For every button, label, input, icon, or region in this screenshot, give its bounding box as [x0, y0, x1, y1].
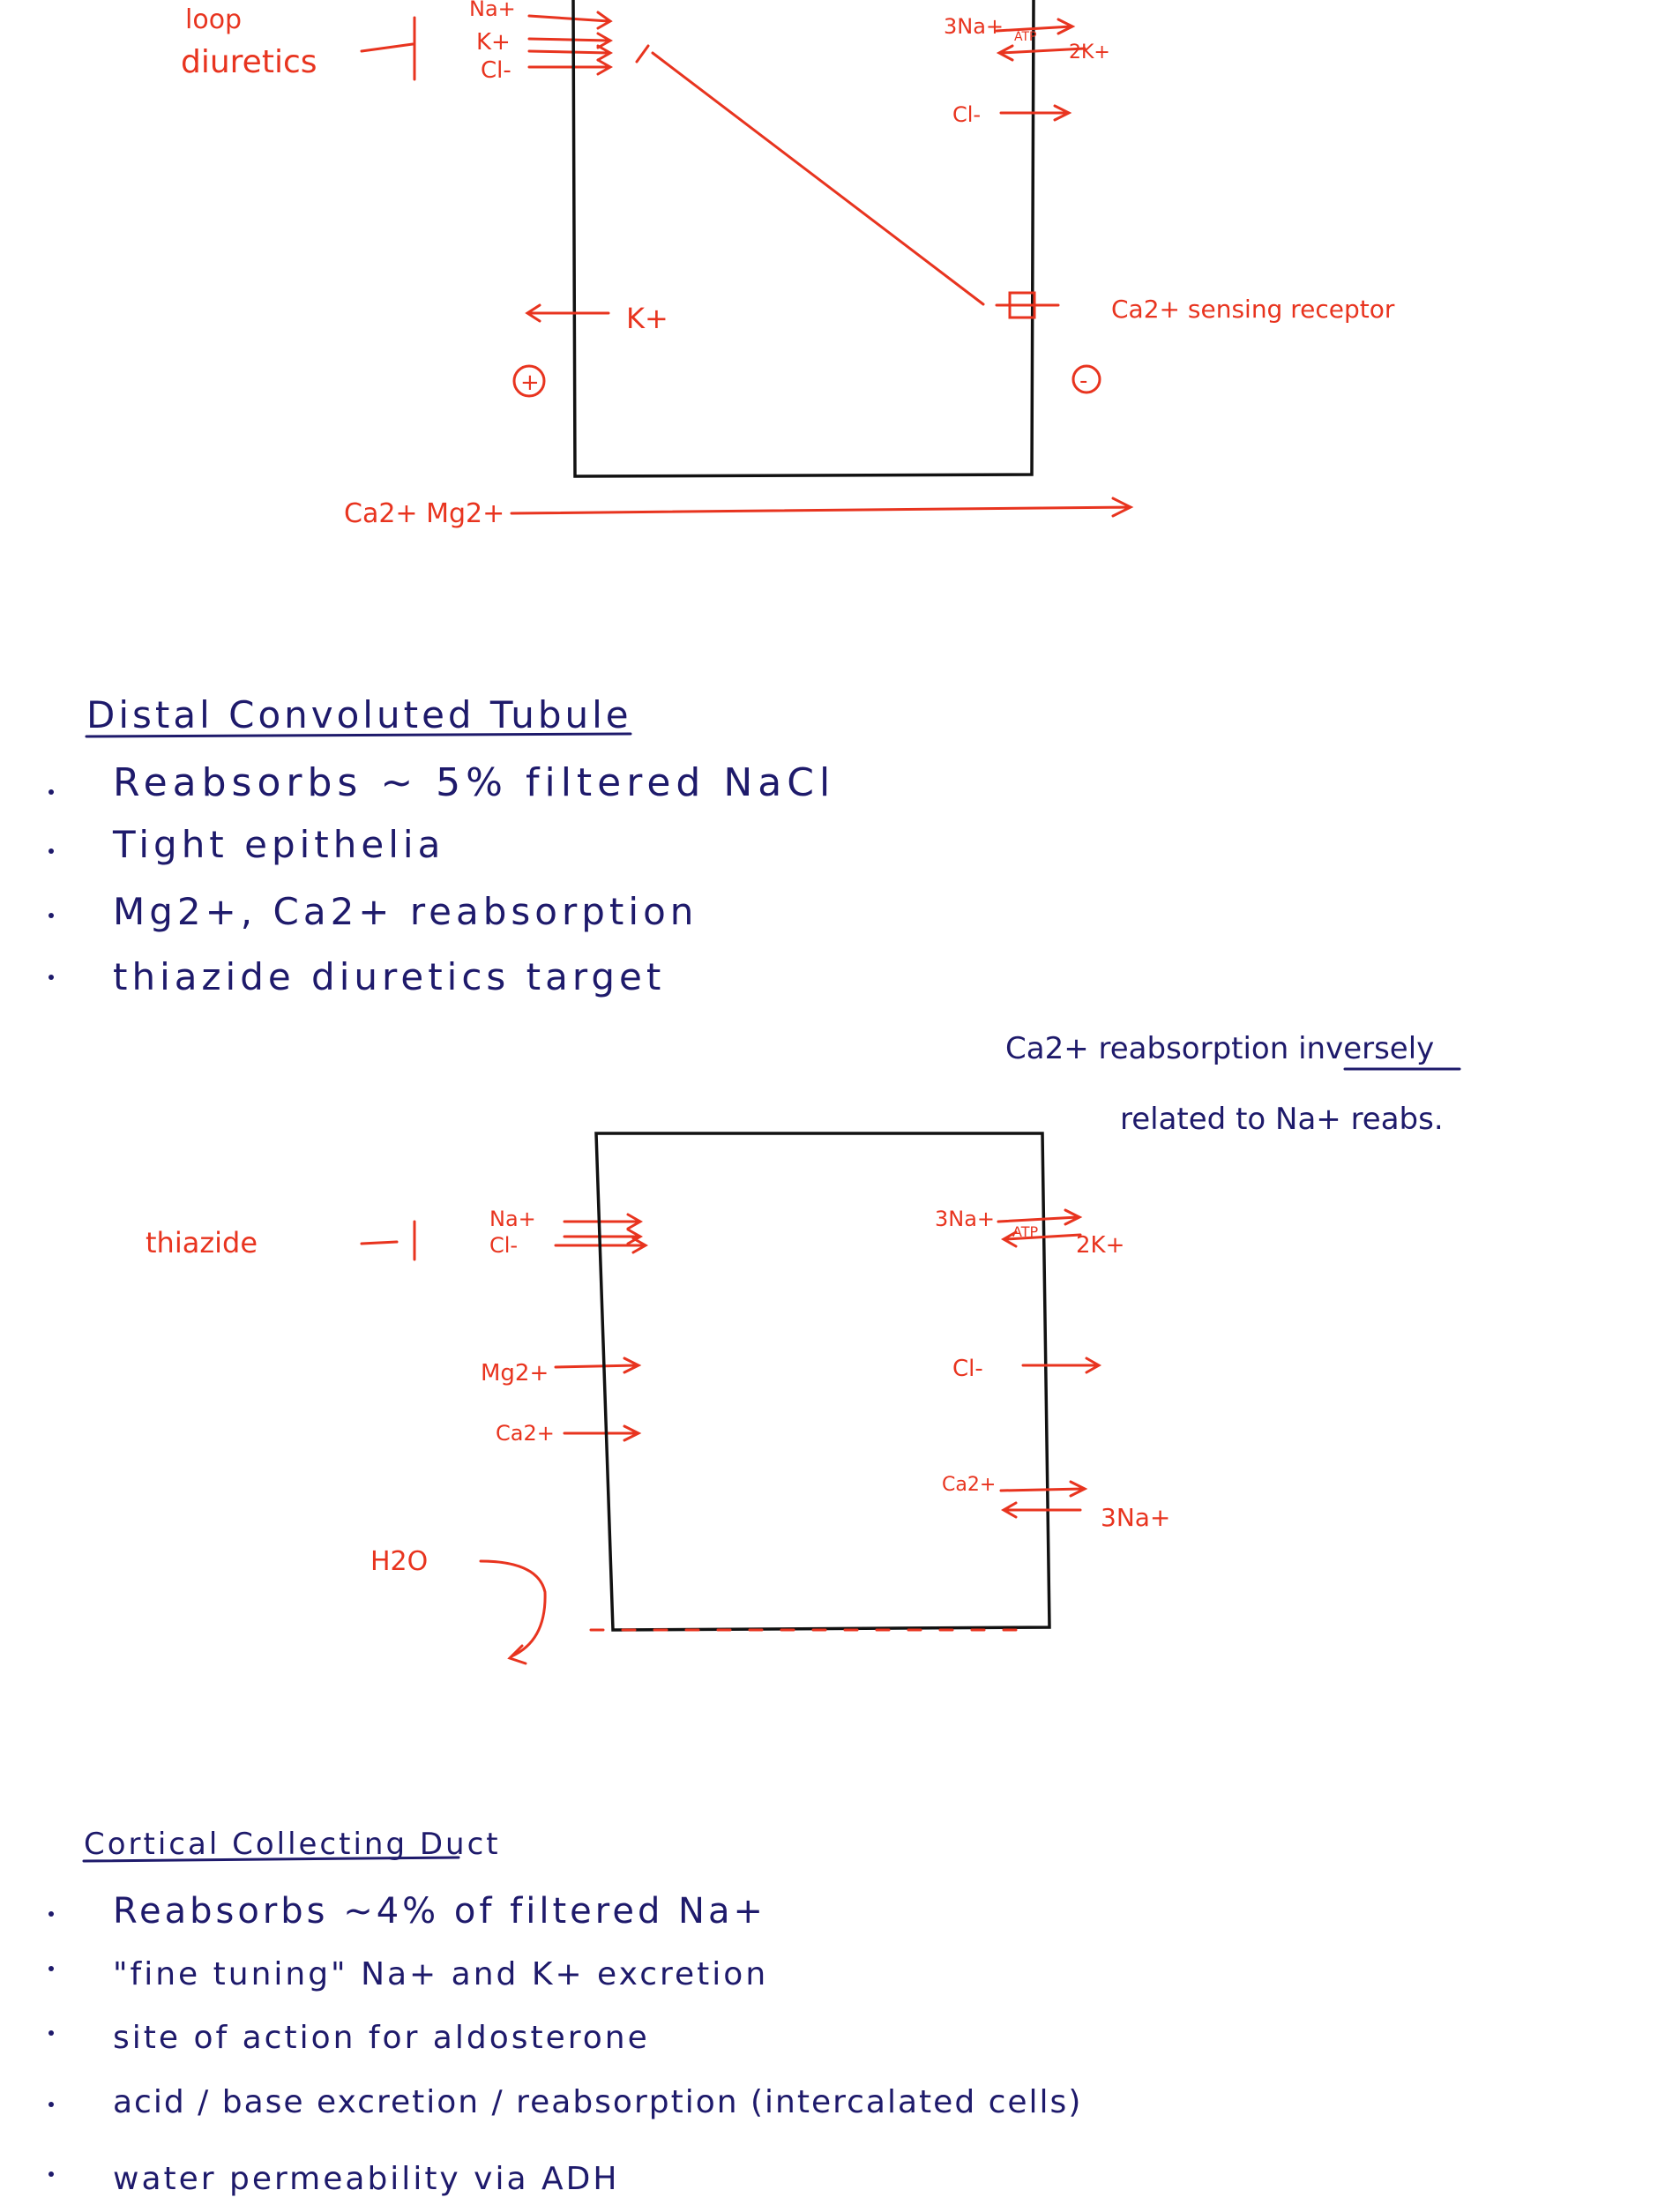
inhibition-bar-icon — [360, 16, 416, 81]
dct-na-in: 3Na+ — [1101, 1503, 1170, 1532]
dct-note-1: Ca2+ reabsorption inversely — [1005, 1031, 1434, 1066]
dct-cl-out: Cl- — [952, 1356, 983, 1382]
cl-arrow — [999, 104, 1072, 122]
diagonal-line — [635, 44, 985, 306]
dct-ion-na: Na+ — [489, 1207, 536, 1231]
dct-note-2: related to Na+ reabs. — [1120, 1102, 1444, 1137]
ccd-bullet-1: Reabsorbs ~4% of filtered Na+ — [113, 1891, 766, 1932]
bullet-dot — [49, 2102, 54, 2107]
minus-circle-icon — [1071, 364, 1101, 394]
inhibition-bar-icon — [360, 1220, 416, 1261]
loop-diuretics-label-2: diuretics — [181, 44, 317, 80]
bullet-dot — [49, 789, 54, 795]
dct-ca: Ca2+ — [496, 1421, 555, 1446]
dct-cell-box — [594, 1132, 1051, 1632]
dct-ion-arrows — [554, 1213, 649, 1254]
thiazide-label: thiazide — [146, 1226, 258, 1259]
dct-bullet-2: Tight epithelia — [112, 823, 444, 866]
water-label: H2O — [370, 1546, 428, 1577]
atp-label: ATP — [1014, 30, 1036, 44]
ccd-bullet-5: water permeability via ADH — [113, 2161, 619, 2197]
plus-sign: + — [520, 370, 540, 396]
dct-cl-arrow — [1021, 1357, 1102, 1374]
ion-arrows — [527, 11, 614, 76]
dct-title-underline — [85, 732, 632, 738]
pump-2k: 2K+ — [1069, 41, 1110, 64]
dct-bullet-1: Reabsorbs ~ 5% filtered NaCl — [113, 760, 835, 805]
dct-title: Distal Convoluted Tubule — [86, 693, 632, 736]
minus-sign: - — [1079, 368, 1087, 394]
bullet-dot — [49, 1911, 54, 1917]
ion-k: K+ — [476, 29, 511, 56]
plus-circle-icon — [512, 364, 546, 398]
ccd-bullet-2: "fine tuning" Na+ and K+ excretion — [113, 1956, 768, 1992]
ca-receptor-label: Ca2+ sensing receptor — [1111, 295, 1395, 324]
dct-mg: Mg2+ — [481, 1360, 549, 1387]
k-out-arrow — [525, 303, 610, 323]
mg-arrow — [554, 1357, 642, 1374]
loop-diagram: loop diuretics Na+ K+ Cl- 3Na+ ATP 2K+ C… — [181, 0, 1395, 529]
dct-bullet-3: Mg2+, Ca2+ reabsorption — [113, 890, 698, 933]
bullet-dot — [49, 2171, 54, 2177]
bullet-dot — [49, 2030, 54, 2036]
ccd-section: Cortical Collecting Duct Reabsorbs ~4% o… — [49, 1827, 1082, 2197]
dct-section: Distal Convoluted Tubule Reabsorbs ~ 5% … — [49, 693, 1461, 1137]
ccd-bullet-3: site of action for aldosterone — [113, 2020, 650, 2056]
loop-diuretics-label-1: loop — [185, 4, 242, 35]
ccd-title: Cortical Collecting Duct — [84, 1827, 501, 1862]
cl-out: Cl- — [952, 102, 981, 127]
ccd-title-underline — [82, 1856, 460, 1863]
paracellular-arrow — [510, 497, 1134, 518]
dct-bullet-4: thiazide diuretics target — [113, 955, 665, 998]
dct-pump-arrows — [997, 1208, 1083, 1248]
bullet-dot — [49, 848, 54, 854]
bullet-dot — [49, 1966, 54, 1971]
bullet-dot — [49, 975, 54, 980]
k-out-label: K+ — [626, 302, 668, 335]
dct-pump-3na: 3Na+ — [935, 1207, 995, 1231]
loop-cell-box — [571, 0, 1035, 478]
dct-ca-out: Ca2+ — [942, 1474, 996, 1496]
bullet-dot — [49, 913, 54, 918]
water-curve-arrow — [479, 1559, 547, 1665]
ion-cl: Cl- — [481, 57, 511, 84]
ion-na: Na+ — [469, 0, 516, 21]
dct-pump-2k: 2K+ — [1076, 1232, 1124, 1259]
ca-arrow — [563, 1424, 642, 1442]
pump-arrows — [995, 18, 1086, 62]
dct-diagram: thiazide Na+ Cl- Mg2+ Ca2+ 3Na+ ATP 2K+ … — [146, 1132, 1170, 1665]
pump-3na: 3Na+ — [944, 14, 1004, 39]
dct-ion-cl: Cl- — [489, 1233, 518, 1258]
ccd-bullet-4: acid / base excretion / reabsorption (in… — [113, 2084, 1082, 2120]
dct-atp: ATP — [1012, 1223, 1038, 1240]
dct-ncx-arrows — [999, 1480, 1088, 1519]
paracellular-ions: Ca2+ Mg2+ — [344, 498, 504, 529]
